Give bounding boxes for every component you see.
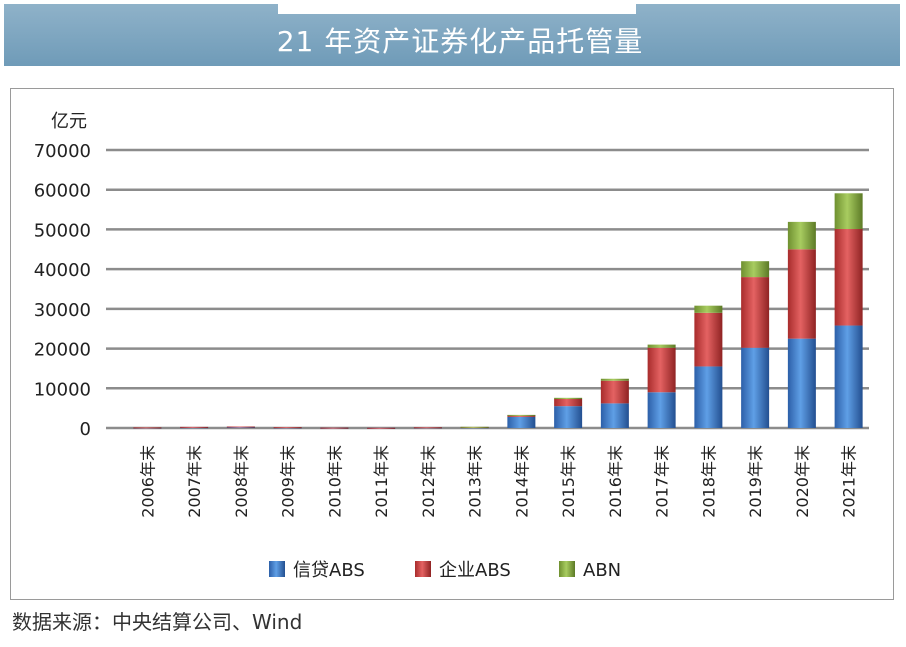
x-tick-label: 2009年末 — [279, 445, 298, 518]
x-tick-labels: 2006年末 2007年末 2008年末 2009年末 2010年末 2011年末 2012… — [138, 445, 858, 518]
y-tick-label: 40000 — [34, 260, 91, 281]
x-tick-label: 2020年末 — [793, 445, 812, 518]
x-tick-label: 2017年末 — [653, 445, 672, 518]
chart-title: 21 年资产证券化产品托管量 — [276, 25, 644, 58]
bar-segment — [226, 426, 255, 428]
bar-segment — [694, 366, 723, 428]
banner-notch — [278, 4, 636, 14]
stacked-bar-chart: 亿元 010000200003000040000500006000070000 … — [34, 111, 869, 581]
legend-swatch — [415, 561, 431, 577]
bar-segment — [741, 277, 770, 348]
y-tick-label: 20000 — [34, 340, 91, 361]
bar-segment — [507, 415, 536, 417]
bar-segment — [273, 427, 302, 429]
chart-frame: 亿元 0 10000 20000 30000 40000 50000 60000 70000 … — [10, 88, 894, 600]
x-tick-label: 2011年末 — [372, 445, 391, 518]
bar-segment — [694, 305, 723, 313]
bar-segment — [554, 406, 583, 428]
bar-segment — [694, 312, 723, 367]
bar-segment — [647, 392, 676, 428]
x-tick-label: 2018年末 — [699, 445, 718, 518]
legend-swatch — [269, 561, 285, 577]
bar-segment — [834, 193, 863, 230]
bars — [133, 193, 863, 429]
x-tick-label: 2019年末 — [746, 445, 765, 518]
y-tick-label: 60000 — [34, 181, 91, 202]
bar-segment — [834, 229, 863, 326]
title-banner: 21 年资产证券化产品托管量 — [4, 4, 900, 66]
bar-segment — [600, 380, 629, 404]
grid-layer — [106, 148, 869, 430]
x-tick-label: 2016年末 — [606, 445, 625, 518]
y-tick-label: 50000 — [34, 220, 91, 241]
y-tick-label: 0 — [80, 419, 91, 440]
bar-segment — [507, 414, 536, 416]
bar-segment — [787, 338, 816, 428]
x-tick-label: 2015年末 — [559, 445, 578, 518]
bar-segment — [320, 427, 349, 429]
bar-segment — [741, 261, 770, 278]
bar-segment — [180, 426, 209, 428]
x-tick-label: 2008年末 — [232, 445, 251, 518]
x-tick-label: 2006年末 — [138, 445, 157, 518]
y-tick-label: 10000 — [34, 379, 91, 400]
x-tick-label: 2012年末 — [419, 445, 438, 518]
y-tick-label: 70000 — [34, 141, 91, 162]
x-tick-label: 2021年末 — [840, 445, 859, 518]
bar-segment — [647, 344, 676, 348]
legend-swatch — [559, 561, 575, 577]
y-tick-label: 30000 — [34, 300, 91, 321]
bar-segment — [367, 427, 396, 429]
bar-segment — [133, 427, 162, 429]
bar-segment — [460, 426, 489, 428]
bar-segment — [554, 399, 583, 407]
y-tick-labels: 0 10000 20000 30000 40000 50000 60000 70000 — [34, 141, 91, 440]
bar-segment — [834, 325, 863, 428]
bar-segment — [787, 249, 816, 339]
source-note: 数据来源：中央结算公司、Wind — [12, 610, 303, 634]
legend-label: 企业ABS — [439, 560, 511, 581]
x-tick-label: 2014年末 — [512, 445, 531, 518]
bar-segment — [413, 427, 442, 429]
x-tick-label: 2007年末 — [185, 445, 204, 518]
bar-segment — [787, 221, 816, 250]
bar-segment — [554, 397, 583, 400]
bar-segment — [600, 403, 629, 428]
bar-segment — [647, 347, 676, 393]
legend-label: 信贷ABS — [293, 560, 365, 581]
bar-segment — [600, 378, 629, 381]
legend-label: ABN — [583, 560, 621, 581]
bar-segment — [507, 416, 536, 428]
y-axis-unit-label: 亿元 — [51, 111, 87, 132]
legend: 信贷ABS 企业ABS ABN — [269, 560, 621, 581]
x-tick-label: 2010年末 — [325, 445, 344, 518]
bar-segment — [741, 347, 770, 428]
x-tick-label: 2013年末 — [466, 445, 485, 518]
